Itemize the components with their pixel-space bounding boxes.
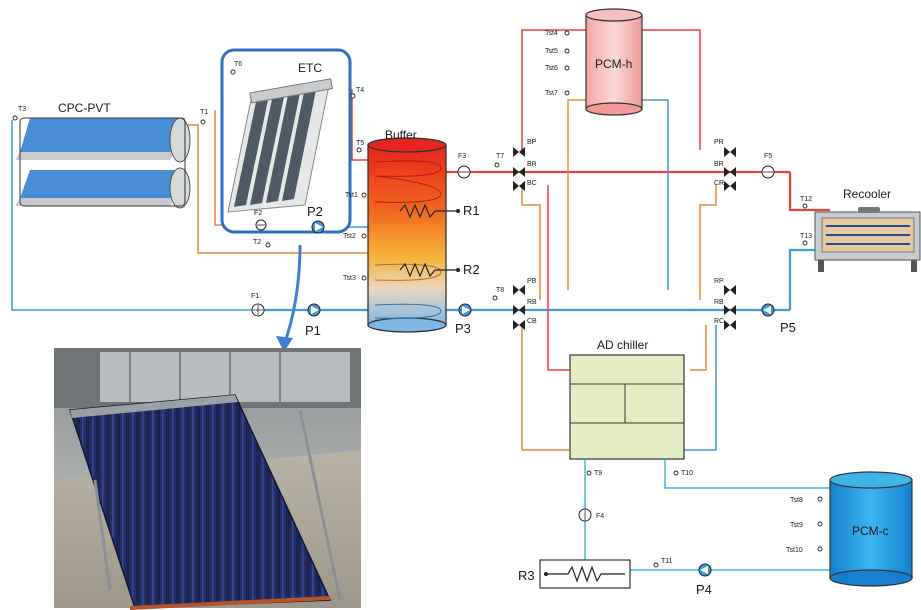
f2-label: F2 <box>254 210 262 217</box>
buffer-tank <box>367 137 447 333</box>
pipe-pcmh-mid <box>567 99 586 290</box>
sensor-tst4-label: Tst4 <box>545 30 558 37</box>
valve-br-label: BR <box>527 161 537 168</box>
f4-label: F4 <box>596 513 604 520</box>
evacuated-tube-collector-photo <box>54 348 361 610</box>
photo-arrowhead-icon <box>276 336 293 352</box>
valve-cluster-icons <box>513 147 736 330</box>
valve-pb-label: PB <box>527 278 537 285</box>
r3-label: R3 <box>518 568 535 583</box>
pump-p1-icon <box>307 303 321 317</box>
valve-bc-label: BC <box>527 180 537 187</box>
etc-collector-icon <box>227 78 333 213</box>
r1-label: R1 <box>463 203 480 218</box>
sensor-tst10-label: Tst10 <box>786 547 803 554</box>
valve-bp-label: BP <box>527 139 537 146</box>
sensor-t10-label: T10 <box>681 470 693 477</box>
f1-label: F1 <box>251 293 259 300</box>
p4-label: P4 <box>696 582 712 597</box>
sensor-t4-label: T4 <box>356 87 364 94</box>
flowmeter-f4-icon <box>578 508 592 522</box>
sensor-t2-label: T2 <box>253 239 261 246</box>
pipe-cpc-return <box>11 120 258 311</box>
valve-cr-label: CR <box>714 180 724 187</box>
sensor-t9-label: T9 <box>594 470 602 477</box>
sensor-t6-label: T6 <box>234 61 242 68</box>
photo-arrow <box>282 244 302 346</box>
pipe-r3-loop <box>584 460 630 571</box>
pump-p2-icon <box>311 220 325 234</box>
pcm-c-tank <box>829 471 913 587</box>
sensor-dots <box>12 30 823 568</box>
f3-label: F3 <box>458 153 466 160</box>
sensor-t5-label: T5 <box>356 140 364 147</box>
pipe-pcmh-hot-in <box>521 29 586 150</box>
recooler-label: Recooler <box>843 187 891 201</box>
sensor-t8-label: T8 <box>496 287 504 294</box>
p1-label: P1 <box>305 323 321 338</box>
f5-label: F5 <box>764 153 772 160</box>
sensor-t3-label: T3 <box>18 106 26 113</box>
pcm-h-label: PCM-h <box>595 57 632 71</box>
etc-label: ETC <box>298 61 322 75</box>
pipe-pcmh-cold <box>642 99 669 290</box>
resistor-r2-icon <box>399 262 458 278</box>
valve-cb-label: CB <box>527 318 537 325</box>
pcm-c-label: PCM-c <box>852 524 889 538</box>
recooler-unit <box>814 207 921 272</box>
sensor-t12-label: T12 <box>800 196 812 203</box>
valve-pr-label: PR <box>714 139 724 146</box>
pipe-chiller-cold-right <box>684 325 717 451</box>
pipe-chiller-mid-right <box>690 325 707 371</box>
flowmeter-f5-icon <box>761 165 775 179</box>
flowmeter-f1-icon <box>251 303 265 317</box>
r2-dot <box>456 268 460 272</box>
valve-rc-label: RC <box>714 318 724 325</box>
resistor-r3-icon <box>547 565 625 583</box>
p3-label: P3 <box>455 321 471 336</box>
sensor-tst1-label: Tst1 <box>345 192 358 199</box>
pipe-recooler-in <box>788 172 830 212</box>
sensor-tst7-label: Tst7 <box>545 90 558 97</box>
valve-br2-label: BR <box>714 161 724 168</box>
sensor-tst8-label: Tst8 <box>790 497 803 504</box>
sensor-t7-label: T7 <box>496 153 504 160</box>
pipe-chiller-mid-left <box>521 325 570 451</box>
sensor-t11-label: T11 <box>661 558 673 565</box>
sensor-tst2-label: Tst2 <box>343 233 356 240</box>
pipe-pcmc-in <box>664 460 830 489</box>
pump-p4-icon <box>698 563 712 577</box>
p2-label: P2 <box>307 204 323 219</box>
cpc-pvt-collector <box>15 117 191 209</box>
pipe-cr <box>699 185 717 300</box>
ad-chiller <box>569 354 685 460</box>
flowmeter-f2-icon <box>255 219 267 231</box>
r2-label: R2 <box>463 262 480 277</box>
flowmeter-f3-icon <box>457 165 471 179</box>
sensor-t13-label: T13 <box>800 233 812 240</box>
sensor-tst9-label: Tst9 <box>790 522 803 529</box>
buffer-label: Buffer <box>385 128 417 142</box>
cpc-pvt-label: CPC-PVT <box>58 101 111 115</box>
valve-rb-label: RB <box>527 299 537 306</box>
r3-dot <box>544 572 548 576</box>
resistor-r1-icon <box>399 203 458 219</box>
pump-p5-icon <box>761 303 775 317</box>
p5-label: P5 <box>780 320 796 335</box>
pcm-h-tank <box>585 8 643 116</box>
valve-rb2-label: RB <box>714 299 724 306</box>
ad-chiller-label: AD chiller <box>597 338 648 352</box>
sensor-tst3-label: Tst3 <box>343 275 356 282</box>
pipe-bc <box>521 185 541 300</box>
pump-p3-icon <box>458 303 472 317</box>
valve-rp-label: RP <box>714 278 724 285</box>
pipe-pcmh-hot-out <box>642 29 701 150</box>
sensor-tst5-label: Tst5 <box>545 48 558 55</box>
sensor-tst6-label: Tst6 <box>545 65 558 72</box>
pipe-cpc-supply <box>185 124 368 254</box>
pipe-chiller-hot <box>547 185 570 371</box>
r1-dot <box>456 209 460 213</box>
sensor-t1-label: T1 <box>200 109 208 116</box>
